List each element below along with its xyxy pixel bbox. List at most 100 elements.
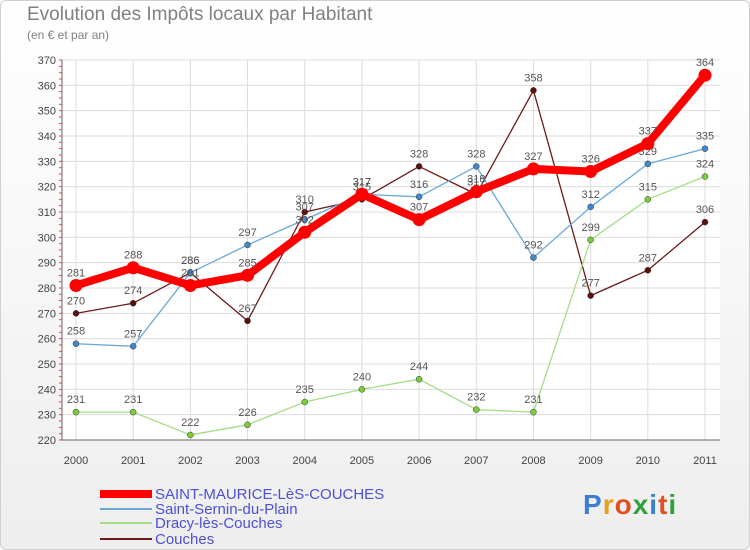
data-label: 317 xyxy=(353,176,371,188)
logo-letter: i xyxy=(649,489,659,520)
data-point xyxy=(530,254,537,261)
data-label: 317 xyxy=(467,176,485,188)
data-label: 292 xyxy=(524,240,542,252)
x-tick-label: 2001 xyxy=(121,455,145,467)
data-label: 257 xyxy=(124,328,142,340)
data-point xyxy=(587,292,594,299)
data-label: 226 xyxy=(238,407,256,419)
proxiti-logo: Proxiti xyxy=(583,489,677,521)
data-label: 335 xyxy=(696,131,714,143)
data-point xyxy=(698,68,712,82)
logo-letter: o xyxy=(614,489,633,520)
x-tick-label: 2000 xyxy=(64,455,88,467)
data-label: 231 xyxy=(524,394,542,406)
x-tick-label: 2009 xyxy=(578,455,602,467)
data-label: 286 xyxy=(181,255,199,267)
data-label: 324 xyxy=(696,159,714,171)
data-point xyxy=(644,196,652,203)
data-point xyxy=(584,164,598,178)
legend-label: SAINT-MAURICE-LèS-COUCHES xyxy=(155,485,385,503)
y-tick-label: 350 xyxy=(38,106,56,118)
y-tick-label: 370 xyxy=(38,55,56,67)
y-tick-label: 270 xyxy=(38,308,56,320)
legend-label: Couches xyxy=(155,530,215,548)
y-tick-label: 240 xyxy=(38,384,56,396)
legend-swatch xyxy=(100,490,152,498)
data-label: 318 xyxy=(467,174,485,186)
data-point xyxy=(530,87,537,94)
x-tick-label: 2002 xyxy=(178,455,202,467)
data-label: 317 xyxy=(353,176,371,188)
data-point xyxy=(587,236,594,244)
legend-swatch xyxy=(100,538,152,540)
y-tick-label: 320 xyxy=(38,182,56,194)
data-label: 302 xyxy=(296,214,314,226)
data-point xyxy=(701,218,709,226)
data-label: 267 xyxy=(238,303,256,315)
data-point xyxy=(587,203,594,211)
y-tick-label: 280 xyxy=(38,283,56,295)
data-point xyxy=(244,317,251,325)
data-label: 328 xyxy=(467,148,485,160)
data-label: 310 xyxy=(296,194,314,206)
data-label: 297 xyxy=(238,227,256,239)
y-tick-label: 300 xyxy=(38,232,56,244)
data-label: 312 xyxy=(581,189,599,201)
y-tick-label: 250 xyxy=(38,359,56,371)
logo-letter: i xyxy=(668,489,678,520)
data-point xyxy=(72,310,80,317)
data-point xyxy=(701,173,709,180)
data-label: 240 xyxy=(353,371,371,383)
data-label: 286 xyxy=(181,255,199,267)
data-point xyxy=(244,241,251,249)
data-label: 270 xyxy=(67,295,85,307)
data-point xyxy=(187,431,194,439)
y-tick-label: 220 xyxy=(38,435,56,447)
data-point xyxy=(129,408,137,416)
data-point xyxy=(415,163,423,170)
legend-swatch xyxy=(100,508,152,510)
x-tick-label: 2008 xyxy=(521,455,545,467)
data-label: 327 xyxy=(524,151,542,163)
data-label: 235 xyxy=(296,384,314,396)
legend-item: Saint-Sernin-du-Plain xyxy=(100,501,298,518)
series-line xyxy=(72,71,709,290)
data-label: 231 xyxy=(124,394,142,406)
data-label: 258 xyxy=(67,326,85,338)
data-label: 277 xyxy=(581,278,599,290)
data-label: 287 xyxy=(639,252,657,264)
y-tick-label: 310 xyxy=(38,207,56,219)
series-line xyxy=(75,175,706,436)
logo-letter: P xyxy=(583,489,603,520)
data-point xyxy=(183,278,197,292)
data-label: 326 xyxy=(581,153,599,165)
data-label: 299 xyxy=(581,222,599,234)
data-label: 307 xyxy=(296,202,314,214)
x-tick-label: 2006 xyxy=(407,455,431,467)
data-point xyxy=(72,408,80,416)
data-label: 231 xyxy=(67,394,85,406)
data-point xyxy=(530,408,537,416)
y-tick-label: 340 xyxy=(38,131,56,143)
x-tick-label: 2010 xyxy=(636,455,660,467)
data-point xyxy=(469,185,483,199)
data-point xyxy=(72,340,80,347)
data-point xyxy=(355,187,369,201)
x-tick-label: 2004 xyxy=(292,455,316,467)
data-point xyxy=(701,145,709,152)
data-label: 222 xyxy=(181,417,199,429)
data-label: 281 xyxy=(67,267,85,279)
x-tick-label: 2011 xyxy=(693,455,717,467)
data-point xyxy=(526,162,540,176)
data-point xyxy=(187,269,194,277)
y-tick-label: 290 xyxy=(38,258,56,270)
logo-letter: t xyxy=(658,489,669,520)
chart-subtitle: (en € et par an) xyxy=(27,28,110,42)
data-point xyxy=(126,261,140,275)
legend-swatch xyxy=(100,522,152,524)
data-point xyxy=(644,267,652,274)
data-point xyxy=(301,216,308,223)
data-label: 281 xyxy=(181,267,199,279)
data-label: 306 xyxy=(696,204,714,216)
data-point xyxy=(129,343,137,350)
